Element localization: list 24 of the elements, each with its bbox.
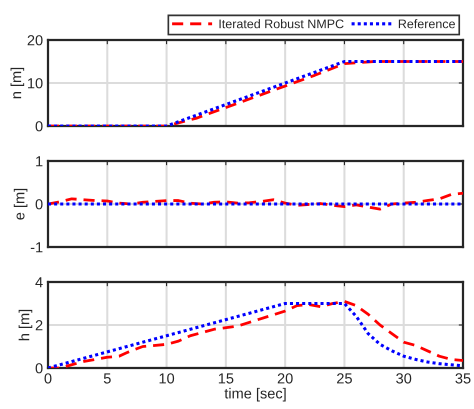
y-axis-title: h [m]: [18, 310, 32, 340]
legend-label: Iterated Robust NMPC: [220, 19, 344, 28]
y-tick-label: 10: [28, 78, 43, 88]
x-tick-label: 20: [278, 373, 293, 384]
x-tick-label: 30: [396, 373, 412, 384]
line-series: [48, 192, 463, 211]
x-tick-label: 5: [104, 373, 111, 384]
x-tick-label: 35: [455, 373, 470, 384]
x-tick-label: 10: [160, 373, 174, 384]
y-tick-label: 20: [28, 35, 43, 46]
x-tick-label: 0: [44, 373, 52, 384]
x-tick-label: 15: [218, 373, 234, 384]
y-tick-label: 4: [35, 277, 43, 288]
y-tick-label: 0: [36, 121, 43, 132]
y-axis-title: n [m]: [10, 68, 24, 98]
legend-label: Reference: [398, 19, 455, 28]
x-tick-label: 25: [337, 373, 352, 384]
y-axis-title: e [m]: [14, 188, 28, 220]
y-tick-label: -1: [30, 242, 42, 252]
y-tick-label: 1: [36, 156, 42, 166]
y-tick-label: 2: [36, 320, 42, 330]
y-tick-label: 0: [36, 363, 43, 374]
x-axis-title: time [sec]: [224, 388, 286, 402]
y-tick-label: 0: [36, 199, 43, 210]
